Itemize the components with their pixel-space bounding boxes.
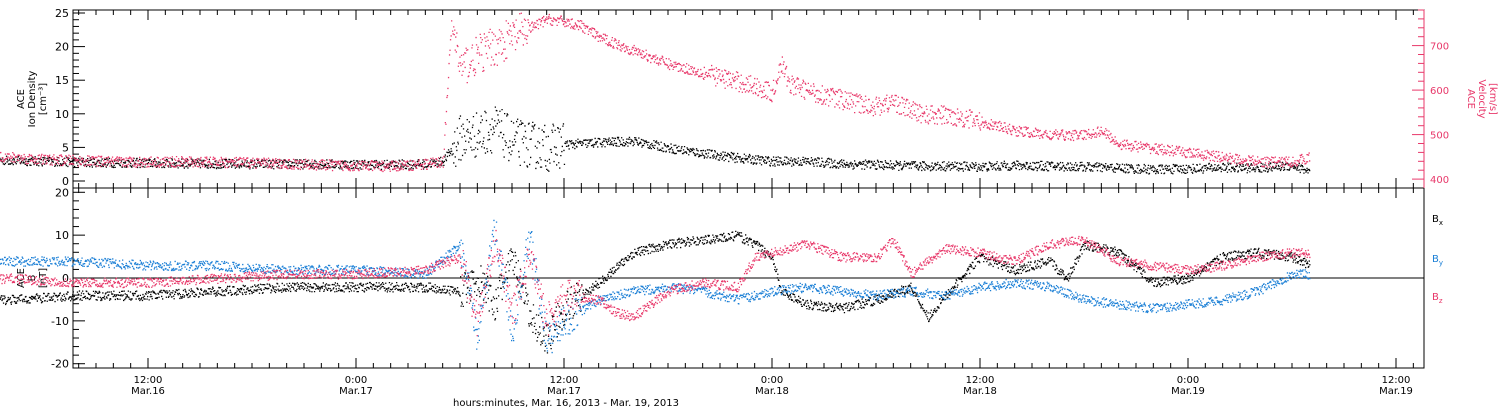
b-series-By-points — [0, 219, 1311, 354]
density-tick-label: 15 — [55, 74, 69, 87]
x-tick-date-label: Mar.18 — [963, 386, 997, 397]
b-axis-label: B — [27, 274, 38, 281]
x-tick-date-label: Mar.17 — [339, 386, 373, 397]
legend-Bx: Bx — [1432, 214, 1443, 227]
density-axis-label: [cm⁻³] — [38, 83, 49, 115]
x-tick-time-label: 12:00 — [1382, 375, 1411, 386]
b-tick-label: 10 — [55, 229, 69, 242]
velocity-series — [0, 12, 1311, 173]
legend-Bx-sub: x — [1439, 219, 1443, 227]
legend-Bz-sub: z — [1439, 297, 1443, 305]
density-tick-label: 25 — [55, 7, 69, 20]
b-tick-label: -10 — [51, 315, 69, 328]
velocity-tick-label: 600 — [1430, 86, 1449, 97]
legend-By-main: B — [1432, 254, 1439, 265]
x-tick-date-label: Mar.17 — [547, 386, 581, 397]
x-tick-time-label: 12:00 — [550, 375, 579, 386]
x-tick-date-label: Mar.18 — [755, 386, 789, 397]
velocity-tick-label: 500 — [1430, 131, 1449, 142]
x-tick-time-label: 0:00 — [761, 375, 783, 386]
b-axis-label: [nT] — [38, 268, 49, 288]
velocity-axis-label: Velocity — [1476, 79, 1487, 118]
b-tick-label: -20 — [51, 358, 69, 371]
b-axis-label: ACE — [16, 268, 27, 288]
x-tick-date-label: Mar.19 — [1171, 386, 1205, 397]
legend-By-sub: y — [1439, 259, 1443, 267]
velocity-series-points — [0, 12, 1311, 173]
b-tick-label: 20 — [55, 186, 69, 199]
density-axis-label: Ion Density — [27, 71, 38, 128]
velocity-tick-label: 700 — [1430, 42, 1449, 53]
x-tick-time-label: 12:00 — [966, 375, 995, 386]
velocity-axis-label: [km/s] — [1487, 83, 1498, 115]
legend-By: By — [1432, 254, 1443, 267]
velocity-tick-label: 400 — [1430, 175, 1449, 186]
density-tick-label: 5 — [62, 141, 69, 154]
density-tick-label: 10 — [55, 108, 69, 121]
b-series-By — [0, 219, 1311, 354]
density-tick-label: 0 — [62, 175, 69, 188]
legend-Bz: Bz — [1432, 292, 1443, 305]
x-tick-date-label: Mar.19 — [1379, 386, 1413, 397]
x-axis-title: hours:minutes, Mar. 16, 2013 - Mar. 19, … — [453, 398, 679, 409]
legend-Bx-main: B — [1432, 214, 1439, 225]
x-tick-time-label: 12:00 — [134, 375, 163, 386]
x-tick-time-label: 0:00 — [1177, 375, 1199, 386]
velocity-axis-label: ACE — [1465, 89, 1476, 109]
legend-Bz-main: B — [1432, 292, 1439, 303]
density-tick-label: 20 — [55, 41, 69, 54]
density-axis-label: ACE — [16, 89, 27, 109]
x-tick-time-label: 0:00 — [345, 375, 367, 386]
x-tick-date-label: Mar.16 — [131, 386, 165, 397]
